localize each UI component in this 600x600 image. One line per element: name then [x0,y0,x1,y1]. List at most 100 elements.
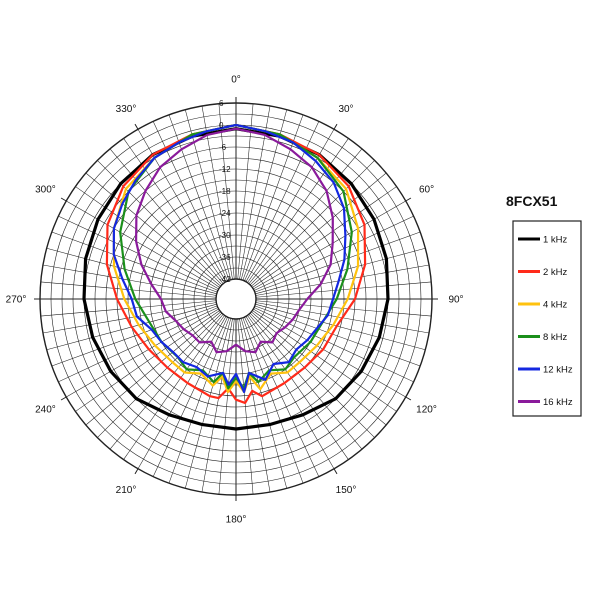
legend-label: 4 kHz [543,300,568,311]
angle-tick-label: 210° [116,485,137,496]
radial-tick-label: 0 [219,121,224,130]
angle-tick-label: 270° [6,295,27,306]
grid-spoke [58,307,218,383]
grid-spoke [249,312,375,438]
angle-tick-label: 330° [116,104,137,115]
grid-spoke [255,303,426,350]
grid-spoke [247,315,349,460]
grid-spoke [75,186,220,288]
chart-title: 8FCX51 [506,193,558,209]
grid-spoke [97,160,223,286]
grid-spoke [253,308,406,398]
grid-spoke [85,172,221,287]
angle-tick-label: 240° [35,405,56,416]
angle-tick-label: 60° [419,185,434,196]
angle-tick-label: 0° [231,75,241,86]
tick-labels: 0° 30° 60° 90° 120° 150° 180° 210° 240° 270° 300° 3… [6,75,464,526]
angle-tick-label: 150° [336,485,357,496]
grid-spoke [244,317,320,477]
radial-tick-label: -24 [219,209,231,218]
grid-spoke [66,308,219,398]
grid-spoke [237,318,254,495]
legend-label: 16 kHz [543,397,573,408]
angle-tick-mark [333,468,338,475]
radial-tick-label: 6 [219,99,224,108]
grid-spoke [239,318,271,493]
grid-spoke [254,307,414,383]
grid-spoke [97,312,223,438]
grid-spoke [85,311,221,426]
grid-spoke [252,310,397,412]
grid-spoke [137,129,227,282]
legend-box [512,220,582,417]
grid-spoke [51,305,218,367]
angle-tick-mark [60,197,67,202]
grid-spoke [201,318,233,493]
angle-tick-mark [134,468,139,475]
angle-tick-mark [333,123,338,130]
grid-spoke [66,200,219,290]
grid-ring [215,278,257,320]
grid-spoke [109,148,224,284]
radial-tick-label: -36 [219,253,231,262]
grid-spoke [251,311,387,426]
grid-spoke [185,318,232,489]
polar-grid [34,97,438,501]
radial-tick-label: -42 [219,275,231,284]
grid-spoke [248,148,363,284]
radial-tick-label: -18 [219,187,231,196]
grid-spoke [245,129,335,282]
grid-spoke [168,317,230,484]
grid-spoke [109,314,224,450]
legend-label: 8 kHz [543,332,568,343]
legend-label: 1 kHz [543,235,568,246]
series-line-8-khz [119,123,353,390]
angle-tick-mark [405,396,412,401]
grid-spoke [252,186,397,288]
series-line-16-khz [135,127,334,354]
angle-tick-label: 90° [448,295,463,306]
grid-spoke [218,318,235,495]
legend-label: 2 kHz [543,267,568,278]
grid-spoke [123,138,225,283]
legend: 8FCX51 1 kHz 2 kHz 4 kHz 8 kHz 12 kHz 16 kHz [506,193,582,417]
angle-tick-mark [405,197,412,202]
grid-spoke [75,310,220,412]
angle-tick-label: 120° [416,405,437,416]
grid-spoke [255,281,432,298]
radial-tick-label: -6 [219,143,227,152]
grid-spoke [254,231,421,293]
grid-spoke [251,172,387,287]
series-line-2-khz [105,123,367,404]
series-line-1-khz [82,127,390,431]
grid-spoke [237,103,254,280]
radial-tick-label: -12 [219,165,231,174]
series-line-12-khz [112,123,347,394]
angle-tick-mark [134,123,139,130]
series-layer [82,123,390,431]
legend-label: 12 kHz [543,365,573,376]
grid-spoke [42,302,217,334]
grid-spoke [247,138,349,283]
angle-tick-label: 180° [226,515,247,526]
grid-spoke [254,215,414,291]
grid-spoke [51,231,218,293]
grid-spoke [185,109,232,280]
angle-tick-mark [60,396,67,401]
grid-spoke [254,305,421,367]
series-line-4-khz [112,123,360,394]
grid-spoke [46,248,217,295]
grid-spoke [123,315,225,460]
grid-spoke [242,317,304,484]
grid-spoke [240,318,287,489]
grid-spoke [152,317,228,477]
angle-tick-label: 300° [35,185,56,196]
grid-spoke [249,160,375,286]
angle-tick-label: 30° [338,104,353,115]
radial-tick-label: -30 [219,231,231,240]
grid-spoke [240,109,287,280]
grid-spoke [248,314,363,450]
grid-spoke [218,103,235,280]
grid-spoke [253,200,406,290]
